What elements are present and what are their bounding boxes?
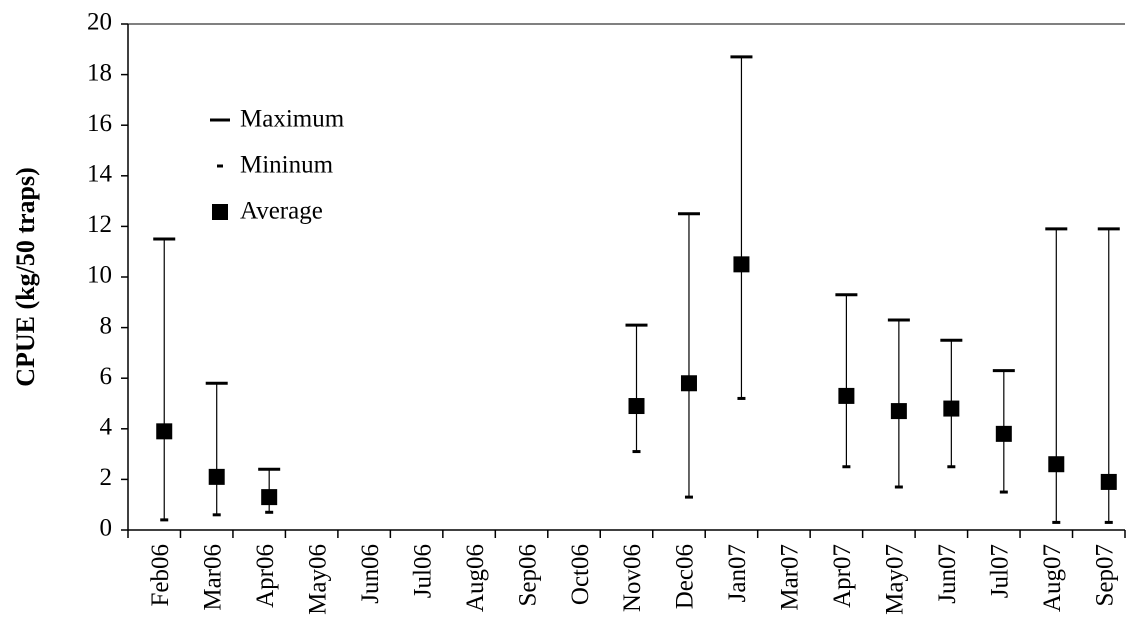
y-tick-label: 16 xyxy=(87,110,112,137)
average-marker xyxy=(943,400,960,417)
average-marker xyxy=(208,468,225,485)
legend-symbol xyxy=(212,204,228,220)
y-tick-label: 8 xyxy=(100,312,113,339)
average-marker xyxy=(838,387,855,404)
y-tick-label: 14 xyxy=(87,161,113,188)
y-tick-label: 0 xyxy=(100,515,113,542)
x-tick-label: Aug06 xyxy=(462,544,489,612)
x-tick-label: Sep06 xyxy=(514,544,541,607)
legend-label: Average xyxy=(240,198,323,225)
x-tick-label: May06 xyxy=(304,544,331,615)
x-tick-label: Dec06 xyxy=(672,544,699,609)
average-marker xyxy=(628,398,645,415)
x-tick-label: Apr07 xyxy=(829,544,856,608)
y-tick-label: 12 xyxy=(87,211,112,238)
x-tick-label: Jul06 xyxy=(409,544,436,598)
x-tick-label: Nov06 xyxy=(619,544,646,612)
x-tick-label: Jun07 xyxy=(934,544,961,604)
average-marker xyxy=(1048,456,1065,473)
x-tick-label: Mar06 xyxy=(199,544,226,611)
y-axis-label: CPUE (kg/50 traps) xyxy=(11,167,40,387)
average-marker xyxy=(261,489,278,506)
average-marker xyxy=(733,256,750,273)
x-tick-label: Jan07 xyxy=(724,544,751,602)
x-tick-label: Feb06 xyxy=(147,544,174,607)
average-marker xyxy=(995,425,1012,442)
x-tick-label: Aug07 xyxy=(1039,544,1066,612)
y-tick-label: 6 xyxy=(100,363,113,390)
x-tick-label: Mar07 xyxy=(777,544,804,611)
x-tick-label: Jun06 xyxy=(357,544,384,604)
x-tick-label: May07 xyxy=(882,544,909,615)
legend-label: Mininum xyxy=(240,152,334,179)
y-tick-label: 2 xyxy=(100,464,113,491)
y-tick-label: 20 xyxy=(87,9,112,36)
x-tick-label: Oct06 xyxy=(567,544,594,605)
average-marker xyxy=(680,375,697,392)
x-tick-label: Jul07 xyxy=(987,544,1014,598)
x-tick-label: Sep07 xyxy=(1091,544,1118,607)
average-marker xyxy=(1100,473,1117,490)
y-tick-label: 18 xyxy=(87,59,112,86)
y-tick-label: 10 xyxy=(87,262,112,289)
average-marker xyxy=(890,403,907,420)
average-marker xyxy=(156,423,173,440)
x-tick-label: Apr06 xyxy=(252,544,279,608)
y-tick-label: 4 xyxy=(100,414,113,441)
legend-label: Maximum xyxy=(240,106,345,133)
